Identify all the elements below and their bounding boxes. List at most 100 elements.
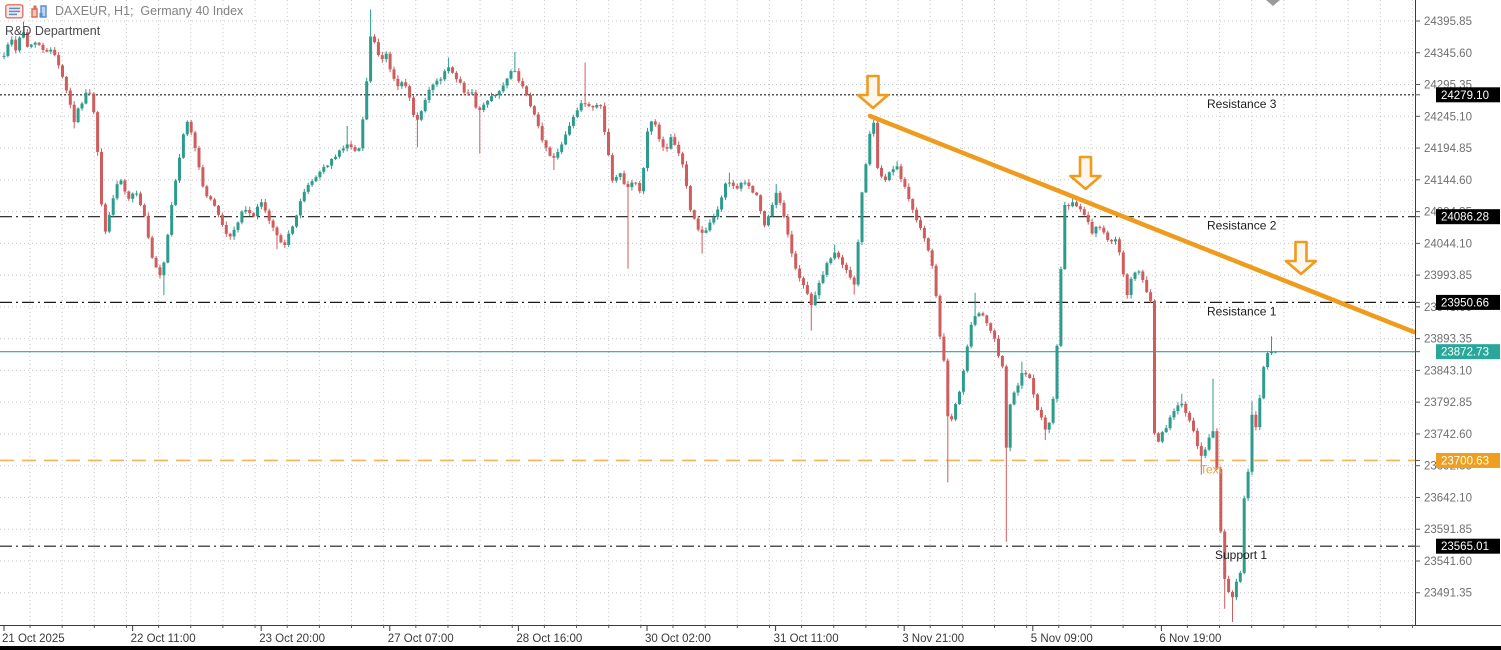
candle-body <box>248 209 252 214</box>
candle-body <box>509 71 513 79</box>
price-tick-label: 23591.85 <box>1424 524 1472 536</box>
candle-body <box>1071 202 1075 207</box>
candle-body <box>868 133 872 165</box>
candle-body <box>965 346 969 371</box>
candle-body <box>1270 351 1273 354</box>
candle-body <box>470 92 474 94</box>
candle-body <box>688 186 692 211</box>
candle-body <box>388 53 392 70</box>
candle-body <box>158 267 162 276</box>
candle-body <box>790 234 794 254</box>
candle-body <box>852 277 856 285</box>
candle-body <box>961 370 965 392</box>
candle-body <box>1032 378 1036 395</box>
candle-body <box>478 107 482 111</box>
candle-body <box>993 330 997 339</box>
price-badge <box>1436 87 1500 103</box>
candle-body <box>579 103 583 111</box>
candle-body <box>92 93 96 113</box>
candle-body <box>809 293 813 306</box>
candle-body <box>373 36 376 43</box>
candle-body <box>755 192 759 196</box>
price-axis[interactable]: 23491.3523541.6023591.8523642.1023692.35… <box>1415 0 1500 625</box>
down-arrow-icon-3[interactable] <box>1284 240 1318 276</box>
candle-body <box>1172 411 1176 418</box>
candle-body <box>166 234 170 263</box>
candle-body <box>735 185 739 189</box>
candle-body <box>977 313 981 317</box>
candle-body <box>1102 227 1106 233</box>
candle-body <box>302 191 306 202</box>
candle-body <box>1121 252 1125 275</box>
level-label-resistance-3: Resistance 3 <box>1207 97 1277 111</box>
candle-body <box>1164 428 1168 433</box>
time-tick-label: 6 Nov 19:00 <box>1159 633 1221 645</box>
candle-body <box>887 172 891 181</box>
down-arrow-icon-2[interactable] <box>1069 155 1102 191</box>
candle-body <box>985 315 989 324</box>
department-label: R&D Department <box>5 24 101 38</box>
price-badge-value: 23872.73 <box>1441 347 1489 359</box>
candle-body <box>751 186 755 193</box>
candle-body <box>486 100 490 105</box>
candle-body <box>653 121 657 125</box>
candle-body <box>1106 232 1110 240</box>
candle-body <box>997 338 1000 356</box>
candle-body <box>1153 300 1156 434</box>
candle-body <box>131 193 135 199</box>
candle-body <box>529 95 532 107</box>
candle-body <box>946 360 950 417</box>
level-lines[interactable] <box>0 94 1415 547</box>
chart-shift-marker-icon[interactable] <box>1266 0 1280 6</box>
candle-body <box>1067 205 1071 207</box>
candle-body <box>443 71 447 80</box>
candle-body <box>794 253 798 269</box>
candle-body <box>813 295 817 306</box>
candle-body <box>1090 221 1094 234</box>
grid-lines <box>0 0 1415 625</box>
candle-body <box>770 205 774 217</box>
journal-icon[interactable] <box>5 3 24 19</box>
candle-body <box>919 220 922 228</box>
candle-body <box>22 32 25 38</box>
sell-arrows[interactable] <box>856 74 1318 276</box>
candle-body <box>291 226 295 234</box>
candle-body <box>497 91 501 96</box>
candle-body <box>802 278 805 286</box>
candle-body <box>18 37 22 51</box>
candle-body <box>380 55 384 60</box>
price-tick-label: 24044.10 <box>1424 238 1472 250</box>
candle-body <box>1207 437 1211 450</box>
candle-body <box>595 104 599 108</box>
price-badge-value: 24086.28 <box>1441 212 1489 224</box>
candle-body <box>798 268 802 279</box>
candle-body <box>1246 471 1250 499</box>
candle-body <box>1176 405 1180 412</box>
candle-body <box>517 71 521 82</box>
price-tick-label: 24395.85 <box>1424 16 1472 28</box>
candle-body <box>220 214 224 225</box>
descending-trendline[interactable] <box>867 113 1417 335</box>
candle-body <box>607 131 610 156</box>
candle-body <box>185 121 189 135</box>
candle-body <box>1211 431 1215 438</box>
candle-body <box>1219 468 1223 532</box>
charts-icon[interactable] <box>30 4 49 19</box>
candle-body <box>708 222 712 231</box>
candle-body <box>1117 239 1121 253</box>
candle-body <box>571 116 575 126</box>
candle-body <box>341 148 345 151</box>
candle-body <box>1137 271 1141 273</box>
candle-body <box>603 106 607 132</box>
time-axis[interactable]: 21 Oct 2025 22 Oct 11:00 23 Oct 20:00 27 Oc… <box>0 625 1501 645</box>
candle-body <box>786 216 790 235</box>
candle-body <box>123 180 127 192</box>
time-tick-label: 3 Nov 21:00 <box>902 633 964 645</box>
candle-body <box>314 177 318 182</box>
candle-body <box>1184 403 1188 413</box>
candle-body <box>747 182 751 187</box>
time-tick-label: 23 Oct 20:00 <box>259 633 325 645</box>
chart-titlebar: DAXEUR, H1; Germany 40 Index <box>5 3 243 19</box>
down-arrow-icon-1[interactable] <box>856 74 890 110</box>
